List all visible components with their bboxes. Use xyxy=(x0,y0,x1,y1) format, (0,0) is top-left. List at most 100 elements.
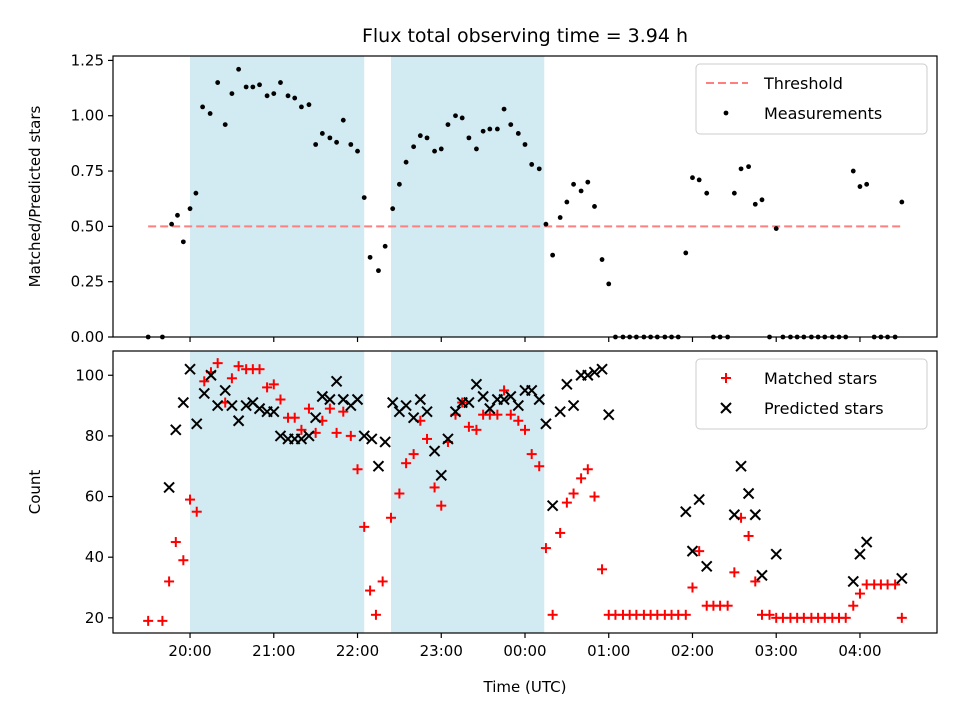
legend-frame xyxy=(695,63,928,135)
point-matched-stars-60 xyxy=(568,488,579,499)
point-matched-stars-86 xyxy=(750,576,761,587)
point-predicted-stars-61 xyxy=(588,366,601,378)
point-measurements-107 xyxy=(899,199,905,205)
point-matched-stars-49 xyxy=(492,409,503,420)
legend-frame xyxy=(695,358,928,430)
point-predicted-stars-22 xyxy=(316,390,329,403)
point-predicted-stars-10 xyxy=(232,415,245,427)
point-matched-stars-25 xyxy=(324,403,335,414)
x-tick-label: 02:00 xyxy=(671,642,714,660)
point-predicted-stars-48 xyxy=(498,393,510,406)
point-matched-stars-101 xyxy=(854,588,865,599)
y-tick-label: 40 xyxy=(85,548,104,566)
marker-stroke xyxy=(240,399,252,412)
point-predicted-stars-55 xyxy=(546,499,559,512)
point-predicted-stars-2 xyxy=(177,396,190,409)
point-predicted-stars-45 xyxy=(477,390,489,403)
point-predicted-stars-3 xyxy=(184,363,196,375)
legend-label: Predicted stars xyxy=(764,399,884,418)
point-predicted-stars-9 xyxy=(226,399,238,412)
legend: Threshold Measurements xyxy=(695,63,928,135)
point-matched-stars-6 xyxy=(191,506,202,517)
marker-stroke xyxy=(295,433,308,445)
point-matched-stars-88 xyxy=(764,609,775,620)
point-predicted-stars-28 xyxy=(358,430,370,442)
y-axis-title: Matched/Predicted stars xyxy=(26,106,44,288)
point-matched-stars-34 xyxy=(386,512,397,523)
point-matched-stars-57 xyxy=(547,609,558,620)
point-predicted-stars-58 xyxy=(567,399,580,412)
marker-stroke xyxy=(512,399,525,412)
marker-stroke xyxy=(567,399,580,412)
marker-stroke xyxy=(219,384,231,397)
shaded-interval-0 xyxy=(190,56,365,337)
point-measurements-64 xyxy=(599,257,605,262)
point-measurements-13 xyxy=(243,84,249,90)
marker-stroke xyxy=(588,366,601,378)
y-tick-label: 1.00 xyxy=(71,107,104,125)
point-predicted-stars-70 xyxy=(742,487,755,500)
marker-stroke xyxy=(253,402,266,415)
point-matched-stars-54 xyxy=(526,449,537,460)
point-measurements-11 xyxy=(229,91,235,97)
point-measurements-59 xyxy=(564,199,570,205)
point-predicted-stars-71 xyxy=(749,509,761,521)
point-predicted-stars-68 xyxy=(728,509,741,521)
point-predicted-stars-16 xyxy=(274,430,287,442)
point-matched-stars-39 xyxy=(422,433,433,444)
point-measurements-12 xyxy=(236,66,242,72)
marker-stroke xyxy=(232,415,245,427)
point-measurements-15 xyxy=(257,82,262,88)
point-predicted-stars-69 xyxy=(735,460,747,472)
point-measurements-100 xyxy=(850,168,856,174)
point-matched-stars-45 xyxy=(463,421,474,432)
point-measurements-7 xyxy=(200,104,206,110)
marker-stroke xyxy=(268,405,280,418)
point-measurements-54 xyxy=(529,162,535,167)
point-predicted-stars-44 xyxy=(470,378,483,391)
marker-stroke xyxy=(505,390,517,403)
point-measurements-60 xyxy=(571,181,576,187)
top-panel: 0.00 0.25 0.50 0.75 1.00 1.25 Matched/Predicte… xyxy=(26,51,938,346)
point-matched-stars-11 xyxy=(226,373,237,384)
point-measurements-21 xyxy=(299,104,304,110)
point-measurements-45 xyxy=(466,135,472,141)
point-measurements-56 xyxy=(543,221,549,227)
point-matched-stars-106 xyxy=(890,579,901,590)
point-measurements-89 xyxy=(773,226,779,231)
point-matched-stars-50 xyxy=(499,385,510,396)
point-matched-stars-15 xyxy=(254,364,265,375)
point-matched-stars-77 xyxy=(687,582,698,593)
point-predicted-stars-27 xyxy=(351,393,364,406)
point-matched-stars-21 xyxy=(296,424,307,435)
point-predicted-stars-19 xyxy=(295,433,308,445)
x-tick-label: 00:00 xyxy=(503,642,546,660)
point-matched-stars-63 xyxy=(589,491,600,502)
marker-stroke xyxy=(163,481,175,494)
marker-stroke xyxy=(366,433,378,445)
marker-stroke xyxy=(854,548,866,560)
point-measurements-50 xyxy=(501,106,507,112)
point-matched-stars-107 xyxy=(896,612,907,623)
point-measurements-55 xyxy=(536,166,542,172)
point-predicted-stars-50 xyxy=(512,399,525,412)
point-predicted-stars-4 xyxy=(191,418,203,430)
point-measurements-26 xyxy=(334,139,339,145)
marker-stroke xyxy=(680,506,692,518)
point-predicted-stars-62 xyxy=(596,363,608,375)
point-predicted-stars-0 xyxy=(163,481,175,494)
point-predicted-stars-1 xyxy=(170,424,182,436)
marker-stroke xyxy=(330,375,343,388)
point-measurements-14 xyxy=(250,84,256,90)
point-measurements-44 xyxy=(459,115,465,121)
marker-stroke xyxy=(686,545,699,557)
point-predicted-stars-74 xyxy=(847,575,859,588)
point-predicted-stars-66 xyxy=(693,493,705,506)
marker-stroke xyxy=(421,405,433,418)
point-predicted-stars-30 xyxy=(372,460,385,472)
marker-stroke xyxy=(554,405,566,418)
point-matched-stars-12 xyxy=(233,361,244,372)
marker-stroke xyxy=(525,384,538,397)
point-matched-stars-1 xyxy=(157,615,168,626)
point-measurements-101 xyxy=(857,184,863,189)
